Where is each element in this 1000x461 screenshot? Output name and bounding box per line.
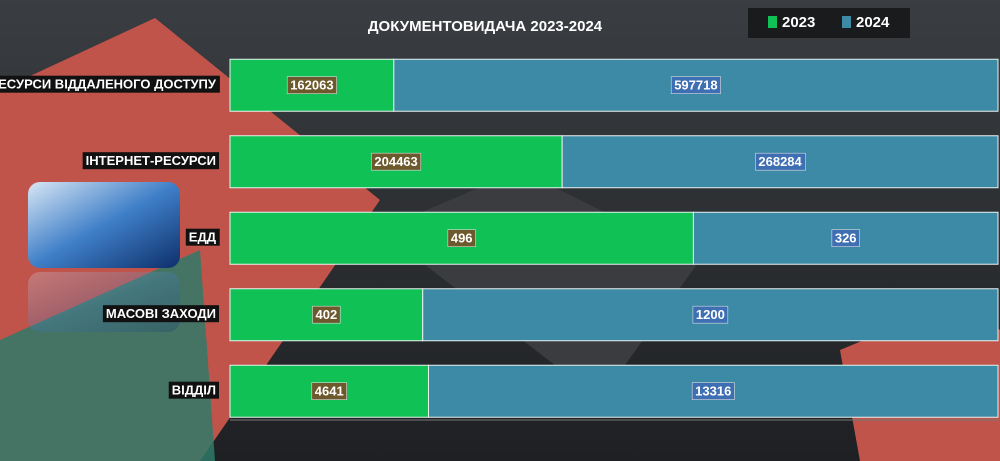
legend-swatch [768,16,777,28]
category-label: ІНТЕРНЕТ-РЕСУРСИ [86,153,216,168]
category-label-bg [102,305,219,323]
legend-swatch [842,16,851,28]
value-label-bg [371,152,422,171]
value-label-bg [755,152,806,171]
value-label-bg [447,229,476,247]
category-label: ЕДД [189,230,217,245]
value-label-bg [286,76,337,94]
value-label-bg [312,305,341,324]
legend-label: 2023 [782,14,815,31]
value-label-bg [692,305,729,324]
value-label: 1200 [696,307,725,322]
value-label-bg [311,382,348,400]
value-label: 326 [835,231,857,246]
value-label-bg [670,76,721,94]
value-label: 496 [451,231,473,246]
thumbnail-reflection [28,272,180,332]
bar-segment [393,58,999,112]
thumbnail-image [28,182,180,268]
value-label: 268284 [758,154,802,169]
value-label-bg [831,229,860,247]
category-label-bg [0,75,220,93]
category-label-bg [82,152,219,170]
value-label: 597718 [674,78,717,93]
category-label: МАСОВІ ЗАХОДИ [106,306,216,321]
category-label-bg [185,228,220,246]
category-label: РЕСУРСИ ВІДДАЛЕНОГО ДОСТУПУ [0,77,217,92]
value-label: 162063 [290,78,333,93]
value-label: 204463 [374,154,417,169]
category-label-bg [168,381,219,399]
value-label-bg [691,382,735,400]
chart-title: ДОКУМЕНТОВИДАЧА 2023-2024 [368,18,603,35]
legend-label: 2024 [856,14,890,31]
value-label: 4641 [315,384,344,399]
value-label: 13316 [695,384,731,399]
value-label: 402 [316,307,338,322]
category-label: ВІДДІЛ [172,383,216,398]
